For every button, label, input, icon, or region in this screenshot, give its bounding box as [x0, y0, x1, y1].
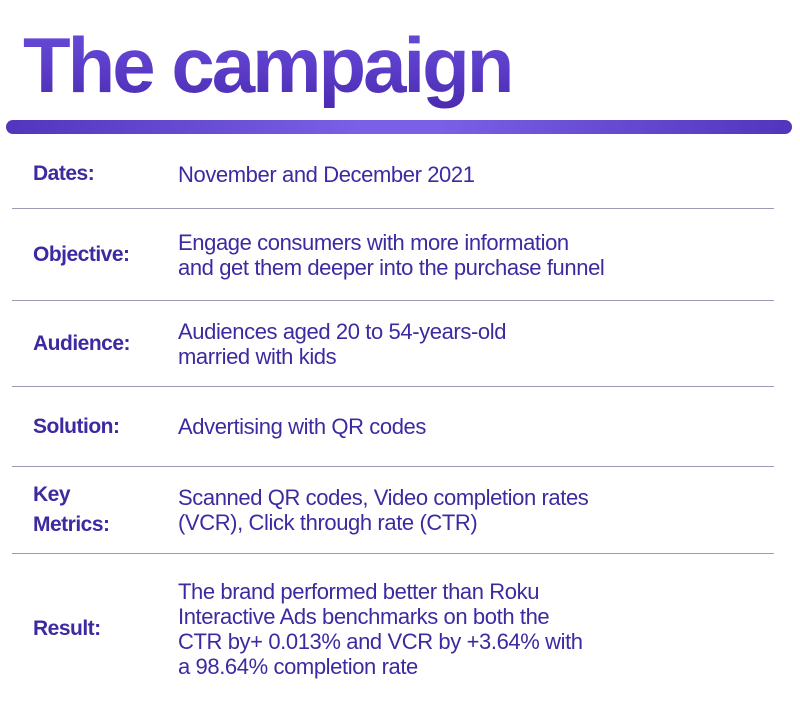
row-value: The brand performed better than Roku Int…: [178, 579, 583, 679]
row-value: Engage consumers with more information a…: [178, 229, 605, 280]
row-result: Result: The brand performed better than …: [12, 554, 774, 704]
page-title: The campaign: [23, 21, 514, 109]
row-key-metrics: Key Metrics: Scanned QR codes, Video com…: [12, 467, 774, 554]
row-label: Result:: [33, 617, 101, 640]
row-value: Scanned QR codes, Video completion rates…: [178, 485, 589, 535]
row-audience: Audience: Audiences aged 20 to 54-years-…: [12, 301, 774, 387]
row-dates: Dates: November and December 2021: [12, 140, 774, 209]
row-value: November and December 2021: [178, 161, 475, 187]
row-solution: Solution: Advertising with QR codes: [12, 387, 774, 467]
row-label: Audience:: [33, 331, 131, 355]
row-label: Solution:: [33, 414, 120, 438]
row-value: Advertising with QR codes: [178, 414, 426, 439]
campaign-details-table: Dates: November and December 2021 Object…: [12, 140, 774, 704]
row-label: Dates:: [33, 162, 95, 185]
title-divider-bar: [6, 120, 792, 134]
row-label: Key Metrics:: [33, 483, 110, 536]
row-objective: Objective: Engage consumers with more in…: [12, 209, 774, 301]
row-label: Objective:: [33, 242, 130, 266]
row-value: Audiences aged 20 to 54-years-old marrie…: [178, 318, 507, 369]
